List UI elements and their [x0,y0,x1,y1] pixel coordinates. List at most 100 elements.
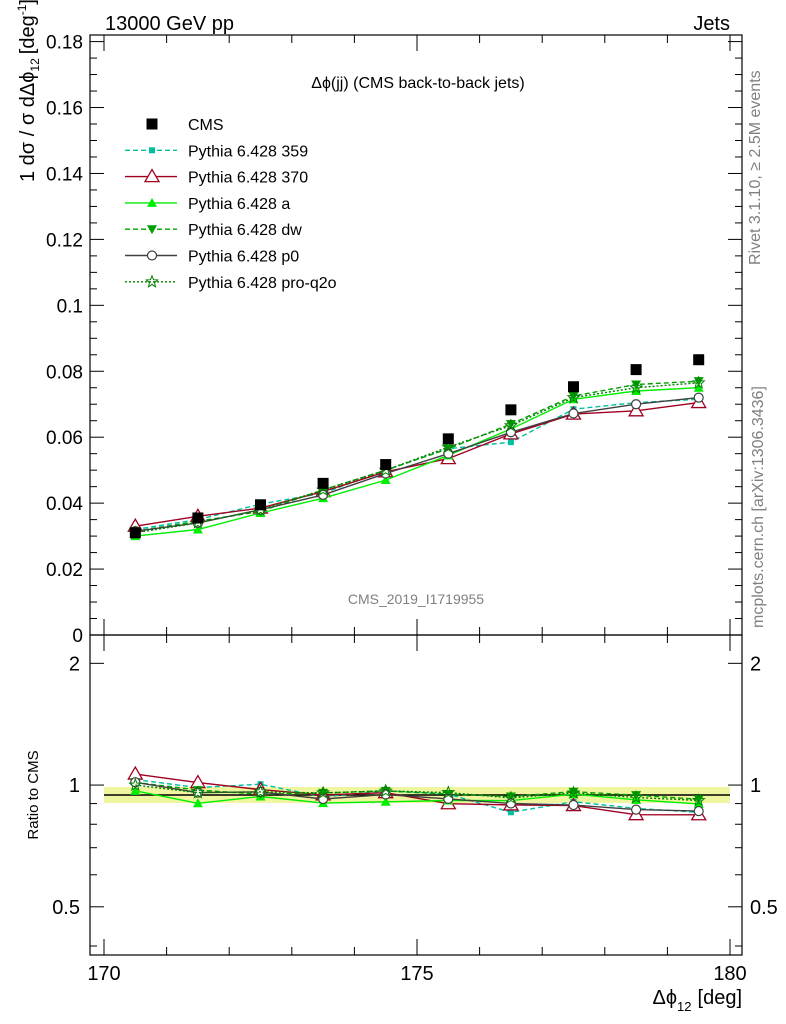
data-point-cms [505,404,517,416]
ratio-point-pythia-6-428-a [380,796,391,806]
data-point-pythia-6-428-dw [505,420,516,430]
axis-ticks: 0 0.02 0.04 0.06 0.08 0.1 0.12 0.14 0.16 0.18 170 1… [46,33,778,985]
data-point-pythia-6-428-a [380,475,391,485]
mcplots-credit-label: mcplots.cern.ch [arXiv:1306.3436] [750,386,767,628]
header-left: 13000 GeV pp [105,13,234,35]
series-line-pythia-6-428-p0 [135,396,699,532]
ratio-plot-frame [89,634,743,956]
y-tick-label: 0.14 [46,164,83,185]
legend-label-pythia-6-428-a: Pythia 6.428 a [188,196,290,213]
ratio-point-pythia-6-428-dw [568,787,579,797]
data-point-pythia-6-428-a [192,524,203,534]
ratio-line-pythia-6-428-a [135,790,699,805]
series-line-pythia-6-428-359 [135,398,699,531]
data-point-pythia-6-428-p0 [630,399,642,410]
ratio-point-pythia-6-428-a [192,798,203,808]
data-point-cms [630,364,642,376]
data-point-pythia-6-428-pro-q2o [566,390,581,404]
legend-label-pythia-6-428-p0: Pythia 6.428 p0 [188,249,299,266]
data-point-pythia-6-428-p0 [693,392,704,403]
ratio-tick-label: 2 [69,653,80,675]
series-line-pythia-6-428-dw [135,380,699,532]
rivet-version-label: Rivet 3.1.10, ≥ 2.5M events [747,70,764,265]
ratio-point-pythia-6-428-pro-q2o [316,785,331,799]
y-axis-label: 1 dσ / σ dΔϕ12[deg-1] [15,0,42,182]
legend-marker-pythia-6-428-dw [147,225,157,235]
legend-marker-pythia-6-428-p0 [146,250,158,261]
y-tick-label: 0.08 [46,362,83,383]
ratio-point-pythia-6-428-p0 [505,798,516,809]
ratio-point-pythia-6-428-a [130,785,141,795]
ratio-point-pythia-6-428-pro-q2o [503,790,518,804]
ratio-point-pythia-6-428-p0 [568,799,579,811]
ratio-point-pythia-6-428-p0 [693,805,704,817]
x-tick-label: 180 [713,963,746,985]
data-point-pythia-6-428-dw [631,380,642,390]
data-point-pythia-6-428-p0 [568,408,579,419]
x-tick-label: 175 [400,963,433,985]
y-tick-label: 0.12 [46,230,83,251]
y-tick-label: 0.02 [46,560,83,581]
data-point-cms [255,499,266,511]
ratio-point-pythia-6-428-pro-q2o [128,777,143,791]
y-tick-label: 0.18 [46,33,83,54]
ratio-point-pythia-6-428-pro-q2o [378,783,393,797]
ratio-point-pythia-6-428-pro-q2o [691,793,706,807]
ratio-tick-label-right: 0.5 [750,897,778,919]
ratio-point-pythia-6-428-pro-q2o [566,785,581,799]
data-point-pythia-6-428-a [693,382,704,392]
x-tick-label: 170 [87,963,120,985]
data-point-cms [568,381,579,393]
data-point-pythia-6-428-pro-q2o [503,418,518,432]
data-point-pythia-6-428-dw [568,391,579,401]
data-point-pythia-6-428-370 [627,402,645,417]
y-tick-label: 0.04 [46,494,83,515]
legend-marker-cms [146,118,158,130]
plot-title: Δϕ(jj) (CMS back-to-back jets) [311,75,524,92]
ratio-tick-label-right: 2 [750,653,761,675]
ratio-line-pythia-6-428-dw [135,781,699,800]
data-point-cms [380,459,392,471]
data-point-pythia-6-428-pro-q2o [441,439,456,453]
y-tick-label: 0.16 [46,99,83,120]
ratio-point-pythia-6-428-p0 [630,804,642,815]
y-tick-label: 0.06 [46,428,83,449]
ratio-point-pythia-6-428-359 [507,809,514,816]
x-axis-label: Δϕ12 [deg] [652,987,742,1014]
ratio-point-pythia-6-428-dw [505,792,516,802]
ratio-tick-label-right: 1 [750,775,761,797]
y-axis-label-main: 1 dσ / σ dΔϕ12[deg-1] [15,0,42,182]
series-line-pythia-6-428-370 [135,401,699,527]
main-series-group [127,354,707,541]
data-point-pythia-6-428-359 [507,439,514,446]
legend-label-cms: CMS [188,117,224,134]
legend: CMS Pythia 6.428 359 Pythia 6.428 370 Pythi… [125,117,337,292]
ratio-series-group [127,765,707,821]
legend-marker-pythia-6-428-a [147,197,157,207]
ratio-point-pythia-6-428-pro-q2o [190,785,205,799]
data-point-cms [129,527,141,539]
legend-label-pythia-6-428-pro-q2o: Pythia 6.428 pro-q2o [188,275,337,292]
ratio-tick-label: 0.5 [52,897,80,919]
ratio-tick-label: 1 [69,775,80,797]
data-point-cms [442,433,454,445]
series-line-pythia-6-428-a [135,387,699,537]
data-point-cms [693,354,705,366]
legend-marker-pythia-6-428-370 [143,168,161,183]
ratio-line-pythia-6-428-p0 [135,781,699,812]
legend-label-pythia-6-428-370: Pythia 6.428 370 [188,170,308,187]
analysis-id-label: CMS_2019_I1719955 [348,591,484,607]
series-line-pythia-6-428-pro-q2o [135,382,699,534]
header-right: Jets [693,13,730,35]
legend-marker-pythia-6-428-pro-q2o [145,274,159,288]
y-tick-label: 0 [72,626,83,647]
legend-label-pythia-6-428-dw: Pythia 6.428 dw [188,222,302,239]
data-point-pythia-6-428-dw [693,377,704,387]
data-point-pythia-6-428-pro-q2o [629,380,644,394]
data-point-pythia-6-428-pro-q2o [691,375,706,389]
legend-marker-pythia-6-428-359 [149,147,155,154]
ratio-point-pythia-6-428-dw [631,791,642,801]
ratio-line-pythia-6-428-370 [135,773,699,816]
ratio-point-pythia-6-428-pro-q2o [253,784,268,798]
